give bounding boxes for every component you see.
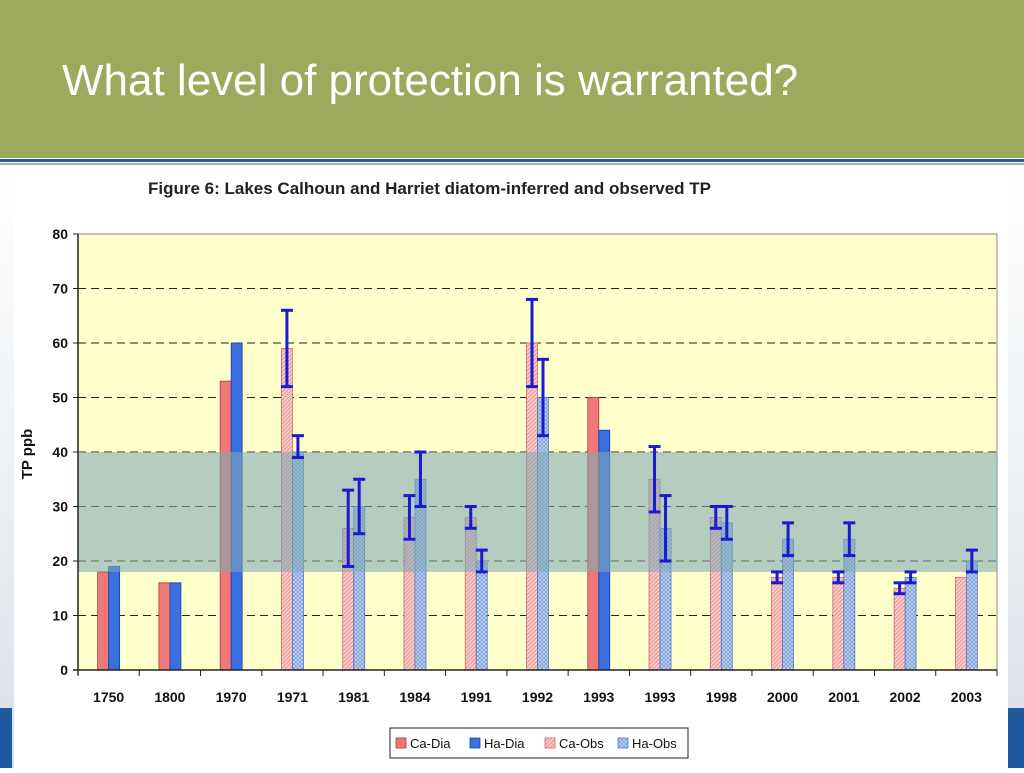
y-axis-title: TP ppb	[19, 429, 36, 480]
legend-label-ca-dia: Ca-Dia	[410, 736, 451, 751]
chart-legend: Ca-Dia Ha-Dia Ca-Obs Ha-Obs	[389, 727, 689, 759]
x-tick-label: 2001	[828, 689, 859, 705]
bar-ca-obs	[954, 576, 967, 671]
x-tick-label: 1984	[399, 689, 430, 705]
chart-figure: Figure 6: Lakes Calhoun and Harriet diat…	[14, 168, 1008, 768]
y-tick-label: 20	[52, 553, 68, 569]
target-range-band	[78, 452, 997, 572]
bar-ha-dia	[108, 566, 121, 671]
legend-swatch-ca-obs	[544, 737, 556, 749]
y-tick-label: 50	[52, 390, 68, 406]
y-tick-label: 30	[52, 499, 68, 515]
x-tick-label: 1991	[461, 689, 492, 705]
legend-label-ca-obs: Ca-Obs	[559, 736, 604, 751]
x-tick-label: 1970	[216, 689, 247, 705]
x-tick-label: 2003	[951, 689, 982, 705]
y-tick-label: 70	[52, 281, 68, 297]
x-tick-label: 1981	[338, 689, 369, 705]
left-footer-accent	[0, 708, 12, 768]
bar-ca-obs	[832, 576, 845, 671]
right-margin-decoration	[1008, 168, 1024, 768]
x-tick-label: 2002	[890, 689, 921, 705]
y-tick-label: 0	[60, 662, 68, 678]
legend-label-ha-obs: Ha-Obs	[632, 736, 677, 751]
x-tick-label: 2000	[767, 689, 798, 705]
y-tick-label: 10	[52, 608, 68, 624]
x-tick-label: 1800	[154, 689, 185, 705]
legend-swatch-ha-dia	[469, 737, 481, 749]
y-tick-label: 60	[52, 335, 68, 351]
x-tick-label: 1998	[706, 689, 737, 705]
bar-ca-obs	[771, 576, 783, 671]
x-tick-label: 1971	[277, 689, 308, 705]
x-tick-label: 1992	[522, 689, 553, 705]
x-tick-label: 1993	[644, 689, 675, 705]
header-divider	[0, 159, 1024, 162]
bar-ca-obs	[893, 587, 906, 671]
bar-ha-obs	[475, 560, 488, 671]
bar-ca-dia	[97, 571, 110, 671]
slide-header	[0, 0, 1024, 158]
legend-swatch-ha-obs	[617, 737, 629, 749]
header-divider-accent	[0, 163, 1024, 165]
slide-title: What level of protection is warranted?	[62, 56, 799, 105]
bar-ha-obs	[904, 576, 917, 671]
legend-label-ha-dia: Ha-Dia	[484, 736, 525, 751]
x-tick-label: 1750	[93, 689, 124, 705]
tp-bar-chart: Figure 6: Lakes Calhoun and Harriet diat…	[19, 179, 998, 759]
legend-swatch-ca-dia	[395, 737, 407, 749]
y-tick-label: 80	[52, 226, 68, 242]
chart-title: Figure 6: Lakes Calhoun and Harriet diat…	[148, 179, 711, 198]
bar-ha-obs	[965, 560, 978, 671]
y-tick-label: 40	[52, 444, 68, 460]
left-margin-decoration	[0, 168, 14, 768]
bar-ha-dia	[169, 582, 182, 671]
legend-box	[389, 727, 689, 759]
bar-ca-dia	[158, 582, 171, 671]
x-tick-label: 1993	[583, 689, 614, 705]
right-footer-accent	[1008, 708, 1024, 768]
